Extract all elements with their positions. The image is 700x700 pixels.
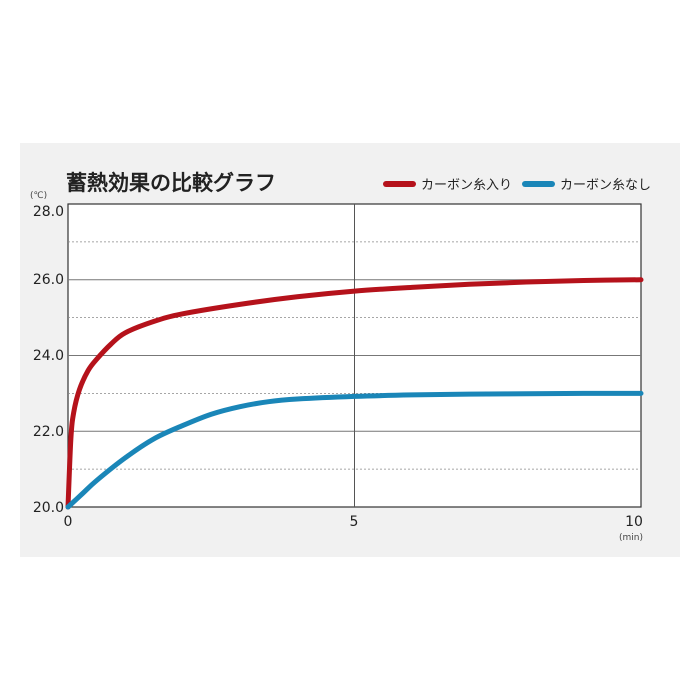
y-tick-20: 20.0 bbox=[33, 500, 64, 516]
x-axis-unit: (min) bbox=[619, 533, 643, 543]
x-tick-10: 10 bbox=[625, 514, 643, 530]
y-tick-26: 26.0 bbox=[33, 272, 64, 288]
ticks: 0 5 10 20.0 22.0 24.0 26.0 28.0 bbox=[33, 204, 643, 530]
series-lines bbox=[65, 277, 644, 510]
y-tick-24: 24.0 bbox=[33, 348, 64, 364]
legend-label-series-2: カーボン糸なし bbox=[560, 178, 651, 193]
y-tick-22: 22.0 bbox=[33, 424, 64, 440]
series-line-1 bbox=[65, 277, 644, 510]
chart-title: 蓄熱効果の比較グラフ bbox=[66, 171, 276, 195]
y-axis-unit: (℃) bbox=[30, 191, 47, 201]
legend: カーボン糸入り カーボン糸なし bbox=[383, 178, 651, 193]
x-tick-0: 0 bbox=[64, 514, 73, 530]
series-line-2 bbox=[65, 390, 644, 510]
legend-label-series-1: カーボン糸入り bbox=[421, 178, 512, 193]
x-tick-5: 5 bbox=[350, 514, 359, 530]
y-tick-28: 28.0 bbox=[33, 204, 64, 220]
